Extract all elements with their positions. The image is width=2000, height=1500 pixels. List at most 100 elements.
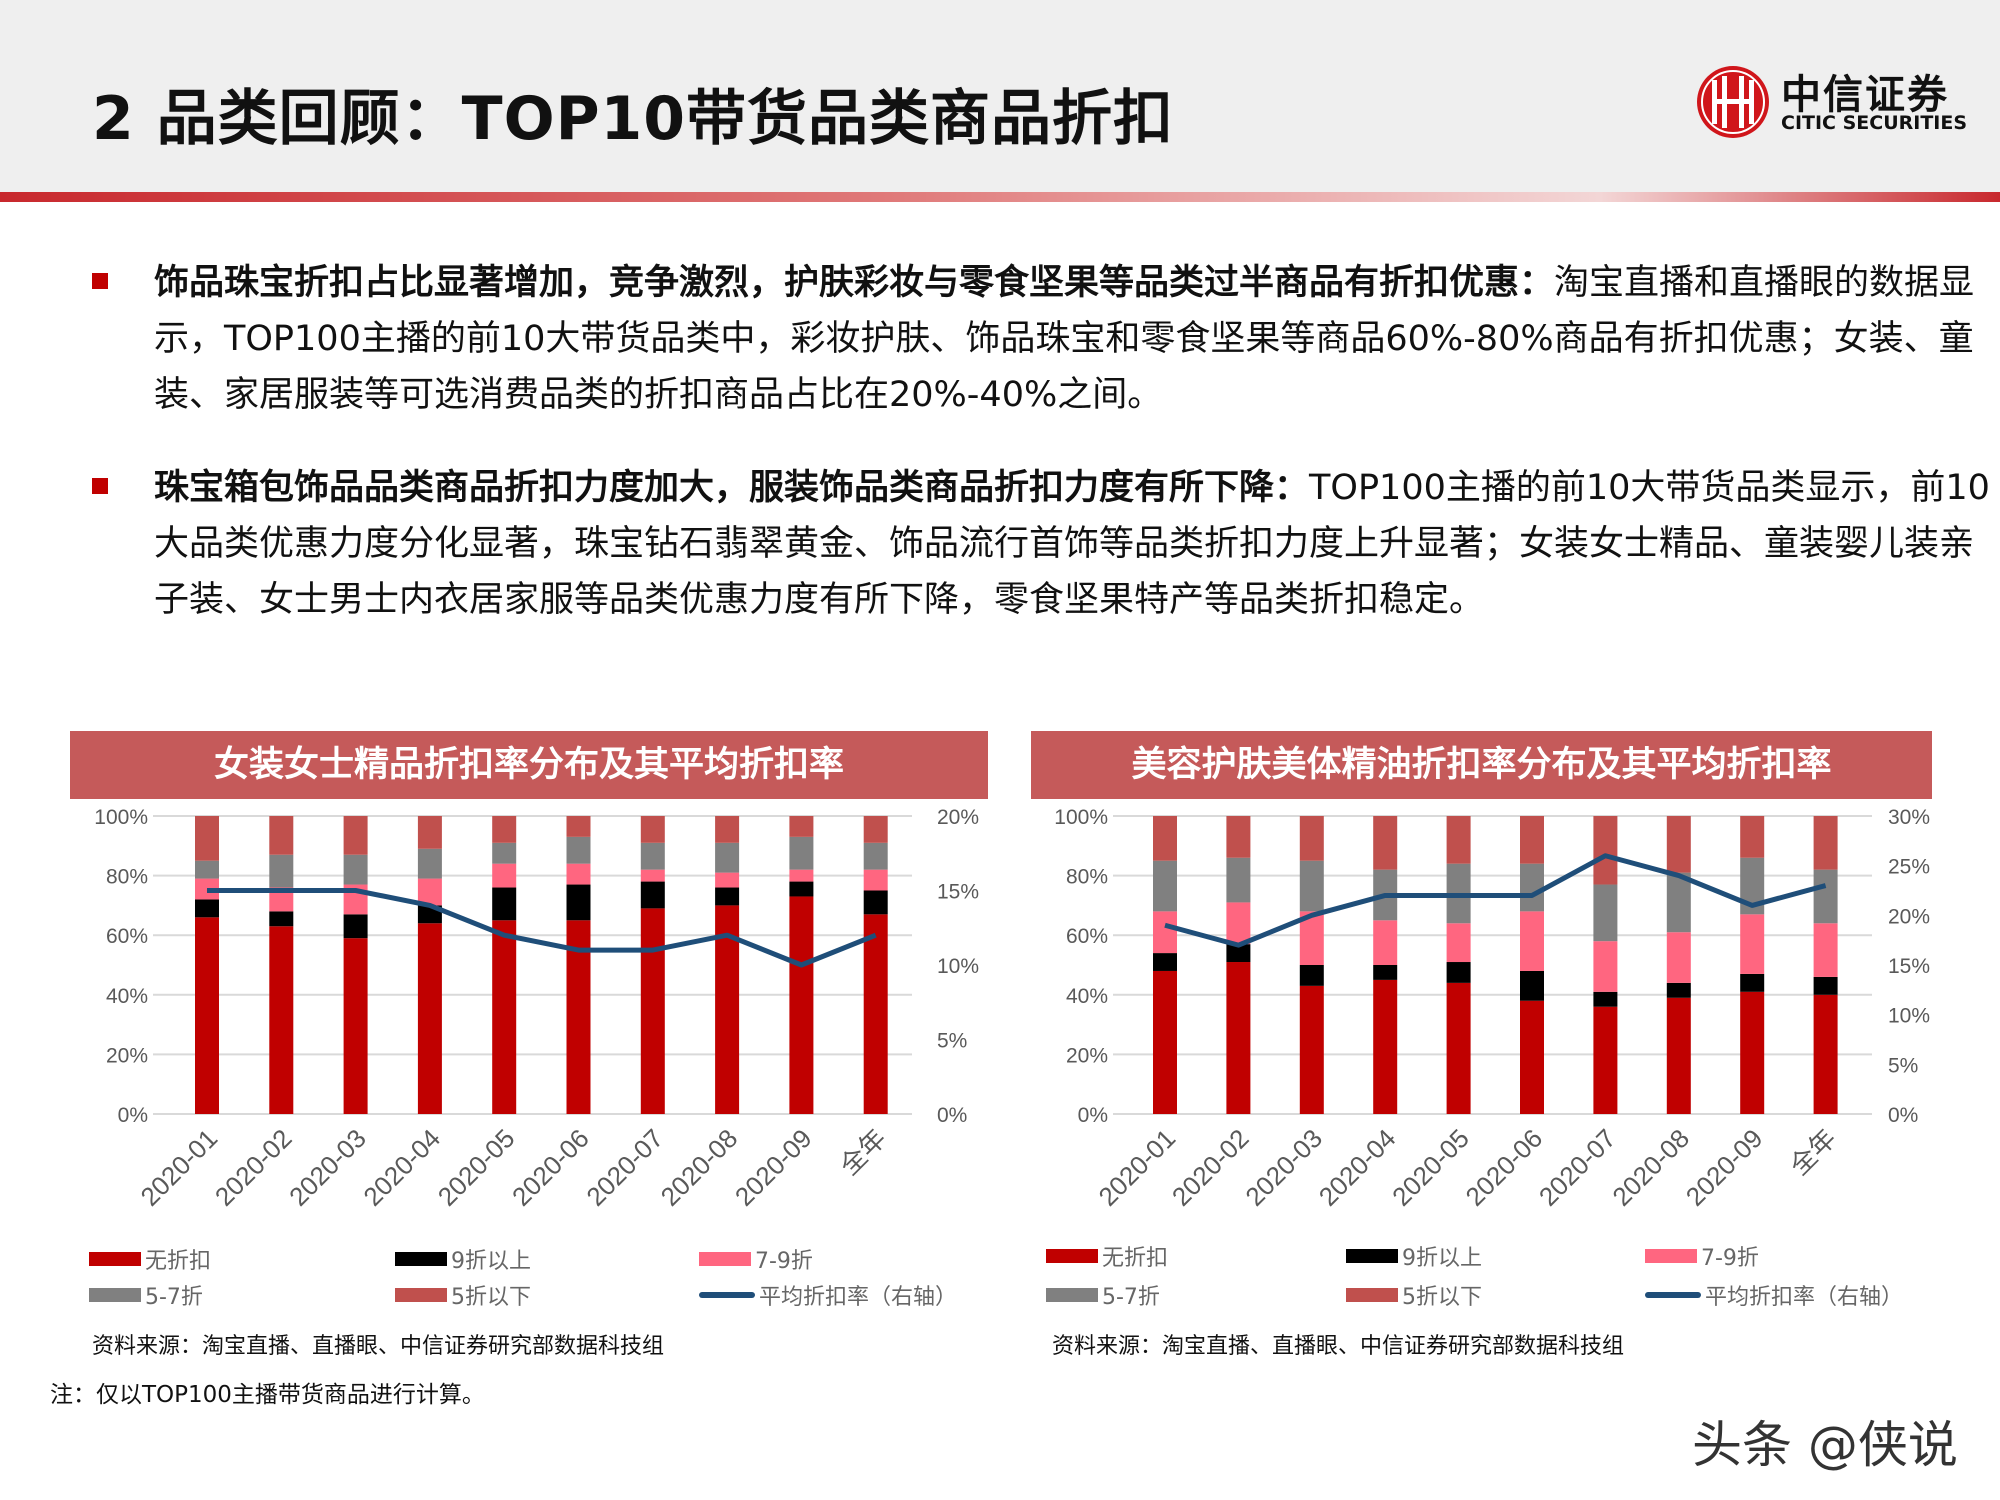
bar-segment-9折以上	[1373, 965, 1398, 980]
legend-item: 7-9折	[699, 1243, 813, 1275]
bar-segment-9折以上	[1520, 970, 1544, 1001]
legend-swatch	[89, 1288, 141, 1302]
legend-swatch	[1346, 1288, 1398, 1302]
y-tick-label: 60%	[106, 925, 148, 948]
bar-segment-5折以下	[789, 816, 814, 837]
x-tick-label: 2020-09	[1680, 1123, 1769, 1212]
y2-tick-label: 30%	[1888, 806, 1930, 829]
bar-segment-无折扣	[789, 896, 814, 1114]
legend-label: 7-9折	[755, 1249, 813, 1274]
average-discount-line	[1164, 853, 1827, 948]
bar-segment-无折扣	[1593, 1006, 1618, 1114]
bar-segment-5-7折	[1299, 860, 1324, 912]
legend-item: 无折扣	[1046, 1240, 1168, 1272]
y-tick-label: 80%	[106, 866, 148, 889]
legend-swatch	[1046, 1249, 1098, 1263]
y-tick-label: 40%	[1066, 985, 1108, 1008]
y-tick-label: 100%	[1054, 806, 1108, 829]
bar-segment-5折以下	[1520, 816, 1544, 864]
bar-segment-9折以上	[640, 881, 665, 909]
bar-segment-5折以下	[1153, 816, 1177, 861]
legend-label: 平均折扣率（右轴）	[1705, 1285, 1904, 1310]
slide-header: 2 品类回顾：TOP10带货品类商品折扣 中信证券 CITIC SECURITI…	[0, 0, 2000, 192]
legend-item: 平均折扣率（右轴）	[699, 1279, 957, 1311]
bar-segment-5折以下	[1813, 816, 1838, 870]
legend-label: 7-9折	[1701, 1246, 1759, 1271]
chart-1-title: 女装女士精品折扣率分布及其平均折扣率	[70, 731, 988, 799]
bar-segment-7-9折	[1520, 911, 1544, 971]
bar-segment-无折扣	[492, 920, 517, 1114]
x-tick-label: 2020-02	[1166, 1123, 1255, 1212]
legend-item: 9折以上	[395, 1243, 531, 1275]
logo-text-cn: 中信证券	[1781, 71, 1949, 118]
bar-segment-9折以上	[492, 887, 517, 921]
y-tick-label: 20%	[106, 1044, 148, 1067]
bar-segment-无折扣	[1226, 962, 1251, 1114]
bar-segment-5-7折	[269, 854, 294, 888]
y2-tick-label: 0%	[937, 1104, 967, 1127]
x-tick-label: 全年	[834, 1123, 892, 1181]
x-tick-label: 2020-08	[1606, 1123, 1695, 1212]
y2-tick-label: 20%	[1888, 905, 1930, 928]
bar-segment-5-7折	[1813, 869, 1838, 924]
logo-text-en: CITIC SECURITIES	[1781, 112, 1968, 134]
bar-segment-无折扣	[417, 923, 442, 1114]
bullet-heading: 珠宝箱包饰品品类商品折扣力度加大，服装饰品类商品折扣力度有所下降：	[154, 468, 1310, 508]
chart-1-source: 资料来源：淘宝直播、直播眼、中信证券研究部数据科技组	[92, 1334, 665, 1359]
y2-tick-label: 0%	[1888, 1104, 1918, 1127]
bar-segment-9折以上	[1666, 982, 1691, 998]
x-tick-label: 2020-04	[357, 1123, 446, 1212]
bar-segment-无折扣	[1153, 970, 1177, 1114]
legend-swatch	[699, 1252, 751, 1266]
legend-line-swatch	[1645, 1292, 1701, 1298]
bar-segment-5-7折	[417, 848, 442, 879]
legend-swatch	[1346, 1249, 1398, 1263]
legend-item: 平均折扣率（右轴）	[1645, 1279, 1903, 1311]
x-tick-label: 2020-09	[729, 1123, 818, 1212]
legend-line-swatch	[699, 1292, 755, 1298]
bar-segment-无折扣	[1520, 1000, 1544, 1114]
y2-tick-label: 15%	[1888, 955, 1930, 978]
bar-segment-9折以上	[1593, 991, 1618, 1007]
x-tick-label: 2020-03	[283, 1123, 372, 1212]
x-tick-label: 2020-05	[1386, 1123, 1475, 1212]
bar-segment-5折以下	[863, 816, 888, 843]
y-tick-label: 20%	[1066, 1044, 1108, 1067]
bar-segment-5折以下	[1666, 816, 1691, 873]
bar-segment-5折以下	[1373, 816, 1398, 870]
bar-segment-5折以下	[1299, 816, 1324, 861]
bar-segment-无折扣	[195, 917, 219, 1114]
legend-label: 5折以下	[1402, 1285, 1482, 1310]
bar-segment-5折以下	[640, 816, 665, 843]
legend-label: 平均折扣率（右轴）	[759, 1285, 958, 1310]
x-tick-label: 2020-06	[1460, 1123, 1549, 1212]
footnote: 注：仅以TOP100主播带货商品进行计算。	[50, 1382, 485, 1408]
bar-segment-5-7折	[343, 854, 368, 885]
bar-segment-9折以上	[1299, 965, 1324, 986]
bar-segment-7-9折	[1813, 923, 1838, 977]
legend-swatch	[89, 1252, 141, 1266]
bar-segment-5-7折	[1666, 872, 1691, 933]
legend-item: 9折以上	[1346, 1240, 1482, 1272]
bar-segment-无折扣	[1299, 985, 1324, 1114]
bar-segment-5折以下	[1740, 816, 1765, 858]
bar-segment-9折以上	[1813, 976, 1838, 995]
bar-segment-7-9折	[566, 863, 591, 885]
legend-item: 5折以下	[395, 1279, 531, 1311]
y2-tick-label: 5%	[1888, 1054, 1918, 1077]
bar-segment-5-7折	[195, 860, 219, 879]
bar-segment-无折扣	[1813, 994, 1838, 1114]
legend-label: 无折扣	[145, 1249, 212, 1274]
bar-segment-5折以下	[566, 816, 591, 837]
bar-segment-5-7折	[1593, 884, 1618, 942]
bar-segment-9折以上	[1446, 962, 1471, 983]
y-tick-label: 80%	[1066, 866, 1108, 889]
bar-segment-9折以上	[1226, 944, 1251, 963]
y-tick-label: 60%	[1066, 925, 1108, 948]
bar-segment-9折以上	[195, 899, 219, 918]
bar-segment-7-9折	[417, 878, 442, 906]
x-tick-label: 2020-06	[506, 1123, 595, 1212]
bar-segment-9折以上	[789, 881, 814, 897]
bullet-heading: 饰品珠宝折扣占比显著增加，竞争激烈，护肤彩妆与零食坚果等品类过半商品有折扣优惠：	[154, 263, 1555, 303]
bar-segment-5-7折	[640, 842, 665, 870]
